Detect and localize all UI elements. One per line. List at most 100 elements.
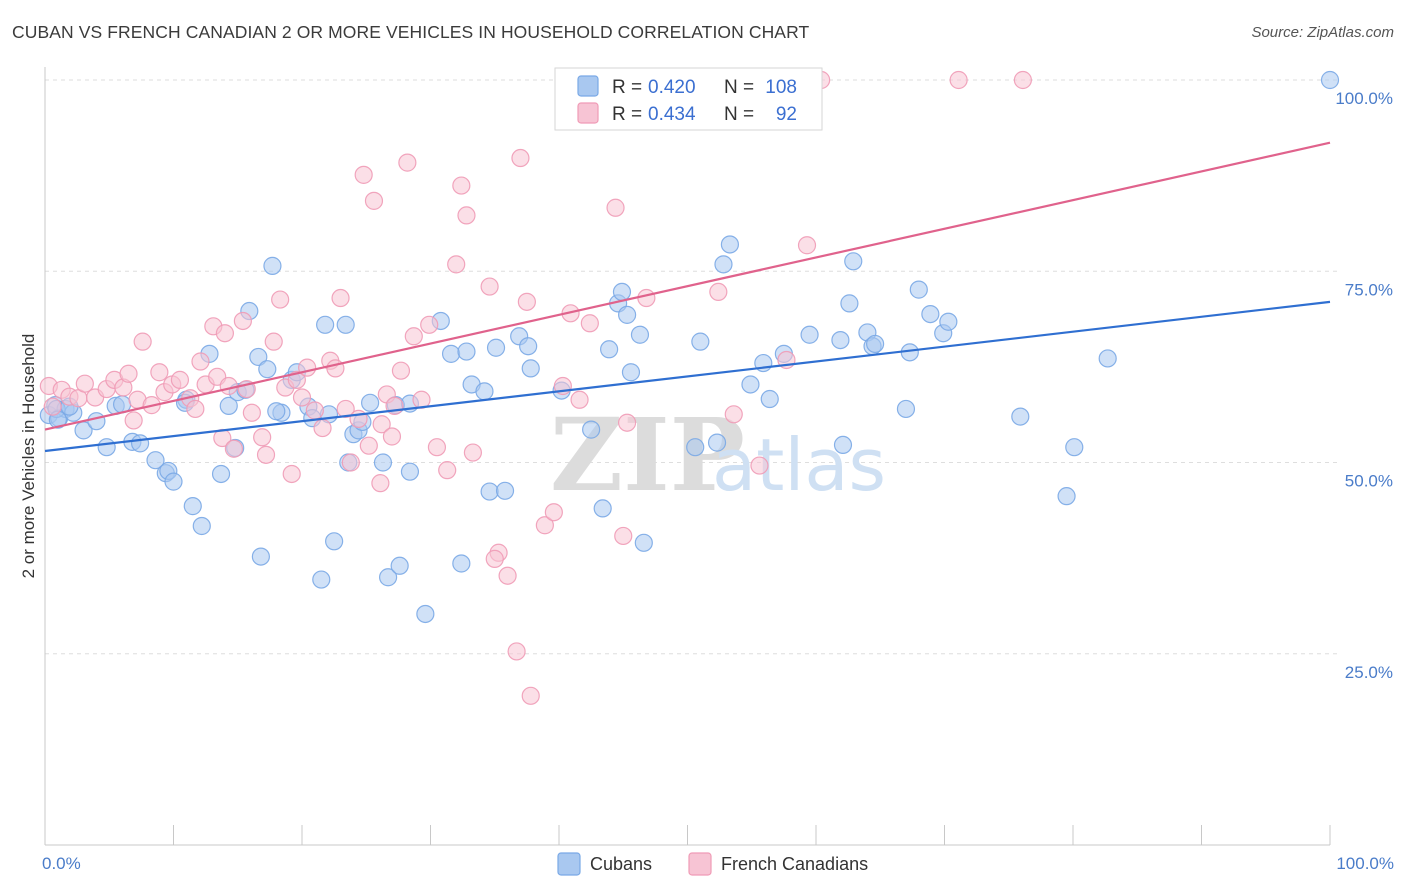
point-french-canadians-68: [498, 566, 517, 585]
point-french-canadians-91: [1013, 70, 1032, 90]
point-french-canadians-67: [485, 549, 504, 568]
point-french-canadians-77: [580, 314, 599, 333]
point-cubans-71: [621, 363, 641, 382]
point-french-canadians-5: [75, 374, 94, 393]
point-french-canadians-81: [637, 288, 656, 308]
point-cubans-79: [741, 375, 760, 394]
point-french-canadians-20: [186, 399, 205, 419]
point-cubans-87: [844, 252, 863, 271]
point-cubans-7: [97, 438, 116, 457]
legend-n-label-cubans: N =: [724, 77, 754, 98]
legend-n-label-french-canadians: N =: [724, 104, 754, 125]
point-french-canadians-92: [372, 415, 391, 434]
y-axis-title: 2 or more Vehicles in Household: [19, 334, 38, 579]
point-french-canadians-70: [517, 292, 536, 311]
point-cubans-28: [258, 360, 277, 379]
point-french-canadians-60: [438, 461, 457, 480]
point-cubans-70: [618, 305, 637, 324]
point-cubans-26: [249, 347, 268, 367]
point-cubans-93: [909, 280, 928, 299]
point-cubans-85: [833, 435, 853, 455]
point-cubans-57: [475, 382, 494, 401]
point-french-canadians-55: [398, 153, 417, 172]
point-french-canadians-85: [724, 405, 743, 424]
point-french-canadians-93: [382, 427, 402, 446]
point-cubans-44: [361, 393, 380, 412]
point-french-canadians-84: [709, 282, 728, 302]
point-french-canadians-49: [359, 436, 378, 455]
point-french-canadians-21: [191, 352, 210, 371]
point-cubans-48: [390, 556, 409, 575]
point-cubans-91: [896, 399, 916, 419]
point-cubans-35: [312, 570, 331, 589]
point-french-canadians-39: [298, 358, 317, 377]
point-cubans-6: [87, 412, 106, 431]
point-cubans-90: [866, 334, 885, 354]
point-cubans-39: [336, 315, 355, 334]
point-french-canadians-79: [614, 526, 633, 546]
point-french-canadians-73: [544, 503, 563, 522]
point-cubans-46: [378, 568, 398, 587]
point-french-canadians-36: [282, 464, 301, 484]
point-cubans-67: [600, 340, 619, 359]
point-french-canadians-34: [271, 290, 290, 309]
point-french-canadians-51: [371, 474, 390, 493]
point-french-canadians-38: [292, 388, 312, 407]
point-cubans-10: [130, 434, 150, 453]
y-tick-label-0: 25.0%: [1345, 663, 1393, 682]
point-cubans-84: [831, 331, 850, 350]
stats-legend: R = 0.420 N = 108 R = 0.434 N = 92: [554, 67, 823, 131]
point-cubans-73: [634, 533, 653, 552]
point-french-canadians-90: [949, 70, 968, 90]
point-cubans-51: [416, 604, 435, 624]
data-points: [39, 70, 1340, 705]
legend-r-label-cubans: R =: [612, 77, 642, 98]
point-cubans-36: [316, 315, 335, 334]
point-french-canadians-95: [215, 324, 234, 343]
watermark-zip: ZIP: [550, 396, 745, 514]
point-cubans-81: [760, 389, 779, 409]
legend-n-value-cubans: 108: [765, 77, 797, 98]
series-legend-label-cubans: Cubans: [590, 854, 652, 874]
point-french-canadians-59: [427, 438, 447, 457]
point-cubans-55: [457, 342, 476, 361]
point-cubans-27: [251, 547, 270, 566]
chart-source: Source: ZipAtlas.com: [1251, 24, 1394, 41]
point-cubans-54: [452, 554, 471, 573]
point-cubans-69: [612, 282, 632, 302]
point-french-canadians-94: [511, 148, 530, 168]
point-cubans-94: [921, 304, 940, 324]
point-cubans-96: [939, 312, 958, 331]
point-cubans-29: [263, 256, 282, 275]
point-french-canadians-62: [452, 176, 471, 195]
point-cubans-38: [325, 532, 344, 551]
point-french-canadians-54: [391, 361, 411, 380]
point-cubans-78: [720, 235, 740, 254]
point-cubans-72: [630, 325, 650, 344]
point-french-canadians-56: [404, 327, 423, 346]
point-cubans-14: [164, 472, 183, 491]
point-cubans-50: [400, 462, 420, 481]
point-french-canadians-48: [354, 165, 373, 184]
point-french-canadians-64: [463, 443, 483, 462]
point-french-canadians-15: [150, 363, 169, 382]
point-french-canadians-33: [264, 332, 283, 351]
legend-r-label-french-canadians: R =: [612, 104, 642, 125]
point-cubans-98: [1057, 487, 1076, 506]
legend-r-value-french-canadians: 0.434: [648, 104, 696, 125]
trend-line-french-canadians: [44, 141, 1331, 431]
point-cubans-18: [192, 516, 211, 536]
legend-swatch-french-canadians: [577, 102, 599, 124]
point-french-canadians-72: [535, 516, 554, 535]
point-cubans-77: [714, 255, 733, 274]
stats-legend-box: [554, 67, 823, 131]
chart-title: CUBAN VS FRENCH CANADIAN 2 OR MORE VEHIC…: [12, 22, 810, 42]
point-french-canadians-40: [305, 401, 324, 420]
point-french-canadians-58: [420, 315, 439, 334]
point-cubans-21: [219, 396, 238, 415]
point-cubans-59: [486, 338, 506, 357]
point-cubans-74: [686, 438, 705, 457]
point-cubans-76: [707, 433, 727, 452]
point-cubans-65: [582, 420, 601, 439]
